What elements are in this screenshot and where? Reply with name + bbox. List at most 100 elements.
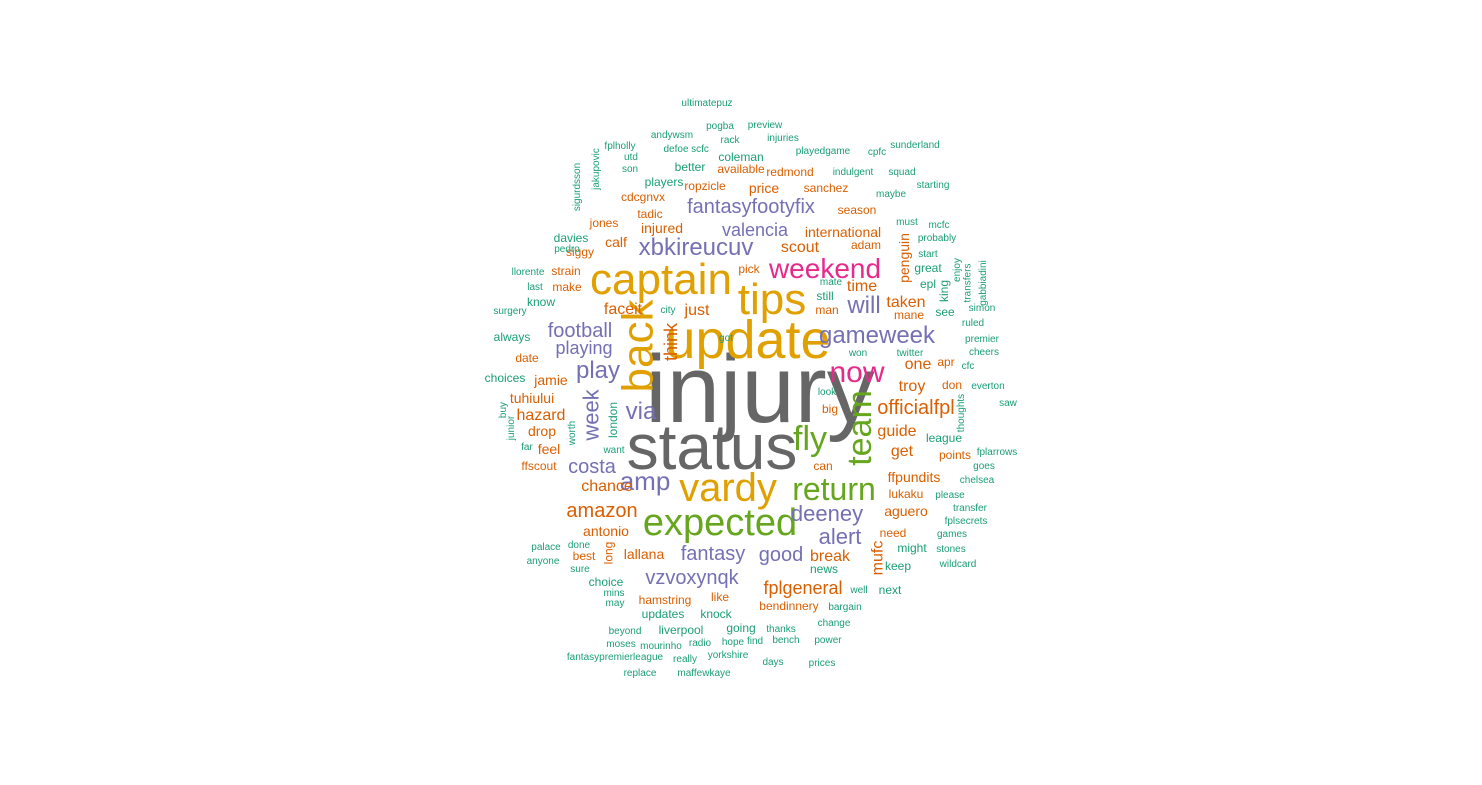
word-fplarrows: fplarrows bbox=[976, 447, 1018, 458]
word-alert: alert bbox=[818, 524, 862, 549]
word-bendinnery: bendinnery bbox=[759, 599, 819, 613]
word-want: want bbox=[603, 445, 625, 456]
word-wildcard: wildcard bbox=[939, 559, 977, 570]
word-injury: injury bbox=[645, 336, 875, 443]
word-vardy: vardy bbox=[679, 466, 777, 510]
word-transfer: transfer bbox=[953, 503, 987, 514]
word-fplholly: fplholly bbox=[604, 141, 636, 152]
word-apr: apr bbox=[937, 355, 955, 369]
word-think: think bbox=[661, 322, 681, 362]
word-sure: sure bbox=[570, 564, 590, 575]
word-drop: drop bbox=[527, 423, 557, 439]
word-updates: updates bbox=[641, 607, 685, 621]
word-available: available bbox=[717, 162, 765, 176]
word-davies: davies bbox=[553, 231, 589, 245]
word-preview: preview bbox=[747, 120, 783, 131]
word-choices: choices bbox=[484, 371, 526, 385]
word-great: great bbox=[914, 261, 942, 275]
word-premier: premier bbox=[965, 334, 999, 345]
word-son: son bbox=[621, 164, 639, 175]
word-tips: tips bbox=[737, 275, 807, 324]
word-find: find bbox=[746, 636, 764, 647]
word-yorkshire: yorkshire bbox=[707, 650, 749, 661]
word-change: change bbox=[817, 618, 851, 629]
word-moses: moses bbox=[606, 639, 636, 650]
word-update: update bbox=[665, 310, 831, 370]
word-time: time bbox=[846, 278, 878, 295]
word-amp: amp bbox=[619, 466, 671, 496]
word-big: big bbox=[821, 402, 838, 416]
word-pogba: pogba bbox=[706, 121, 734, 132]
word-date: date bbox=[515, 351, 539, 365]
word-fantasy: fantasy bbox=[680, 543, 746, 565]
word-bench: bench bbox=[772, 635, 800, 646]
word-squad: squad bbox=[888, 167, 916, 178]
word-vzvoxynqk: vzvoxynqk bbox=[645, 567, 739, 589]
word-international: international bbox=[804, 224, 882, 240]
word-thoughts: thoughts bbox=[956, 393, 967, 433]
word-redmond: redmond bbox=[766, 165, 814, 179]
word-really: really bbox=[673, 654, 697, 665]
word-fly: fly bbox=[793, 420, 827, 458]
word-jakupovic: jakupovic bbox=[590, 148, 602, 190]
word-guide: guide bbox=[877, 423, 917, 440]
word-pedro: pedro bbox=[554, 244, 580, 255]
word-got: got bbox=[719, 333, 733, 344]
word-playedgame: playedgame bbox=[795, 146, 851, 157]
word-london: london bbox=[605, 401, 620, 439]
word-see: see bbox=[935, 305, 955, 319]
word-aguero: aguero bbox=[884, 503, 928, 519]
word-fantasyfootyfix: fantasyfootyfix bbox=[687, 196, 815, 218]
word-simon: simon bbox=[968, 303, 996, 314]
word-fantasypremierleague: fantasypremierleague bbox=[566, 652, 664, 663]
word-cheers: cheers bbox=[968, 347, 999, 358]
word-team: team bbox=[841, 390, 879, 466]
word-season: season bbox=[837, 203, 877, 217]
word-junior: junior bbox=[506, 415, 517, 441]
word-defoe: defoe bbox=[663, 144, 689, 155]
word-saw: saw bbox=[999, 398, 1017, 409]
word-injured: injured bbox=[640, 220, 684, 236]
word-siggy: siggy bbox=[565, 245, 594, 259]
word-worth: worth bbox=[566, 420, 578, 446]
word-gameweek: gameweek bbox=[818, 322, 936, 349]
word-liverpool: liverpool bbox=[658, 623, 704, 637]
word-league: league bbox=[925, 431, 963, 445]
word-hope: hope bbox=[721, 637, 745, 648]
word-hazard: hazard bbox=[516, 407, 566, 424]
word-get: get bbox=[890, 443, 914, 460]
word-might: might bbox=[897, 541, 927, 555]
word-cdcgnvx: cdcgnvx bbox=[620, 190, 666, 204]
word-mufc: mufc bbox=[868, 540, 886, 576]
word-tuhiului: tuhiului bbox=[509, 390, 555, 406]
word-just: just bbox=[684, 302, 710, 319]
word-prices: prices bbox=[808, 658, 836, 669]
word-indulgent: indulgent bbox=[832, 167, 874, 178]
word-games: games bbox=[936, 529, 967, 540]
word-news: news bbox=[809, 562, 838, 576]
word-maybe: maybe bbox=[875, 189, 906, 200]
word-gabbiadini: gabbiadini bbox=[977, 260, 989, 306]
word-well: well bbox=[850, 585, 868, 596]
word-chance: chance bbox=[581, 478, 633, 495]
word-know: know bbox=[526, 295, 555, 309]
word-power: power bbox=[814, 635, 842, 646]
word-lallana: lallana bbox=[623, 546, 665, 562]
word-via: via bbox=[625, 398, 657, 425]
word-need: need bbox=[879, 526, 907, 540]
word-thanks: thanks bbox=[766, 624, 796, 635]
word-may: may bbox=[605, 598, 625, 609]
word-long: long bbox=[601, 541, 615, 565]
word-injuries: injuries bbox=[767, 133, 799, 144]
word-surgery: surgery bbox=[493, 306, 527, 317]
word-knock: knock bbox=[700, 607, 732, 621]
word-beyond: beyond bbox=[608, 626, 642, 637]
word-mane: mane bbox=[893, 308, 925, 322]
word-playing: playing bbox=[555, 338, 613, 358]
word-done: done bbox=[567, 540, 591, 551]
word-jamie: jamie bbox=[534, 372, 568, 388]
word-mcfc: mcfc bbox=[928, 220, 950, 231]
word-taken: taken bbox=[886, 294, 926, 311]
word-jones: jones bbox=[589, 216, 619, 230]
